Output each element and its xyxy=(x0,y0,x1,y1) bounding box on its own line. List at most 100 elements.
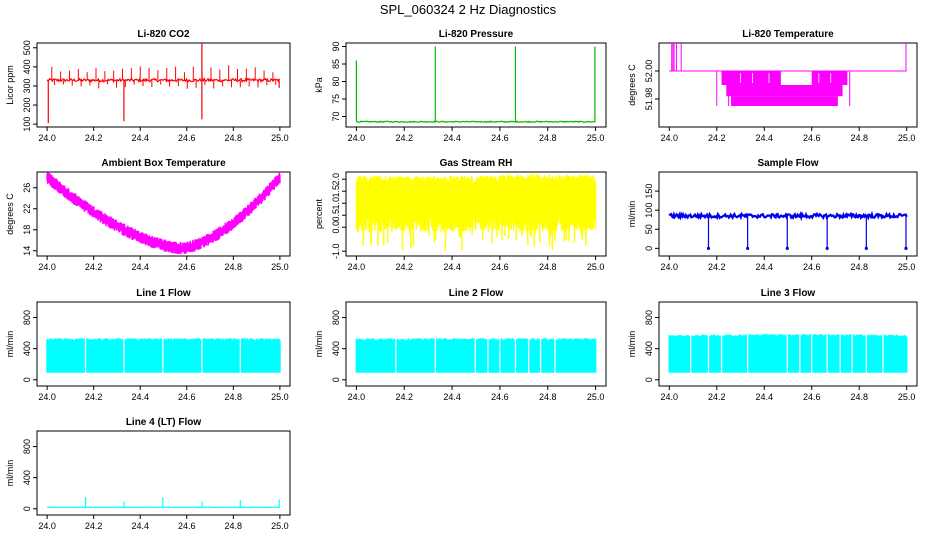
plot-frame xyxy=(345,171,607,257)
y-axis-label: kPa xyxy=(314,77,324,93)
chart-title: Li-820 CO2 xyxy=(137,29,190,40)
y-tick-label: 14 xyxy=(22,246,32,256)
x-tick-label: 24.0 xyxy=(38,392,56,402)
x-tick-label: 24.2 xyxy=(395,133,413,143)
y-tick-label: 18 xyxy=(22,225,32,235)
x-tick-label: 25.0 xyxy=(271,133,289,143)
chart-temperature: Li-820 Temperature 24.0 24.2 24.4 24.6 24.8 25… xyxy=(627,29,918,143)
x-tick-label: 25.0 xyxy=(271,521,289,531)
y-axis-label: ml/min xyxy=(627,201,637,228)
x-tick-label: 24.0 xyxy=(348,262,366,272)
x-tick-label: 25.0 xyxy=(271,392,289,402)
x-tick-label: 24.8 xyxy=(225,262,243,272)
series-band xyxy=(668,331,908,374)
chart-title: Line 1 Flow xyxy=(136,288,191,299)
x-tick-label: 24.8 xyxy=(539,133,557,143)
chart-ambient: Ambient Box Temperature 24.0 24.2 24.4 24.6 2… xyxy=(5,158,291,272)
x-tick-label: 24.4 xyxy=(755,133,773,143)
x-tick-label: 24.4 xyxy=(131,392,149,402)
y-tick-label: 1.0 xyxy=(331,197,341,210)
series-fill xyxy=(731,96,838,106)
x-tick-label: 24.6 xyxy=(178,262,196,272)
x-tick-label: 24.8 xyxy=(225,392,243,402)
y-tick-label: 0 xyxy=(331,377,341,382)
y-tick-label: 52.00 xyxy=(644,60,654,83)
x-tick-label: 24.2 xyxy=(708,392,726,402)
y-axis-label: Licor ppm xyxy=(5,65,15,105)
x-tick-label: 24.6 xyxy=(803,133,821,143)
x-tick-label: 24.0 xyxy=(348,392,366,402)
y-axis-label: degrees C xyxy=(5,193,15,235)
series-line xyxy=(46,172,281,255)
y-tick-label: 800 xyxy=(22,439,32,454)
x-tick-label: 24.6 xyxy=(178,392,196,402)
chart-co2: Li-820 CO2 24.0 24.2 24.4 24.6 24.8 25.0 100 200… xyxy=(5,29,291,143)
y-tick-label: 100 xyxy=(644,203,654,218)
chart-title: Ambient Box Temperature xyxy=(101,158,226,169)
chart-title: Li-820 Pressure xyxy=(439,29,514,40)
x-tick-label: 24.0 xyxy=(661,262,679,272)
series-point xyxy=(904,246,908,250)
y-axis-label: percent xyxy=(314,198,324,229)
y-tick-label: 300 xyxy=(22,78,32,93)
y-tick-label: 0 xyxy=(644,377,654,382)
y-tick-label: 80 xyxy=(331,76,341,86)
x-tick-label: 24.4 xyxy=(131,133,149,143)
series-fill xyxy=(811,71,848,85)
series-point xyxy=(864,246,868,250)
chart-title: Line 3 Flow xyxy=(761,288,816,299)
series-fill xyxy=(726,85,843,97)
series-band xyxy=(355,334,597,374)
x-tick-label: 24.0 xyxy=(38,262,56,272)
plot-frame xyxy=(36,42,291,128)
y-tick-label: 26 xyxy=(22,183,32,193)
y-tick-label: 400 xyxy=(22,341,32,356)
x-tick-label: 24.8 xyxy=(539,262,557,272)
x-tick-label: 24.2 xyxy=(708,262,726,272)
series-area xyxy=(355,338,597,373)
x-tick-label: 24.4 xyxy=(443,392,461,402)
y-tick-label: 90 xyxy=(331,41,341,51)
y-tick-label: 75 xyxy=(331,94,341,104)
y-axis-label: ml/min xyxy=(5,460,15,487)
x-tick-label: 24.8 xyxy=(225,133,243,143)
y-tick-label: 50 xyxy=(644,224,654,234)
y-tick-label: 800 xyxy=(331,310,341,325)
chart-title: Gas Stream RH xyxy=(440,158,513,169)
x-tick-label: 25.0 xyxy=(898,262,916,272)
y-tick-label: 85 xyxy=(331,59,341,69)
series-line xyxy=(356,120,596,124)
y-tick-label: 400 xyxy=(331,341,341,356)
plot-frame xyxy=(658,171,918,257)
y-tick-label: 70 xyxy=(331,111,341,121)
x-tick-label: 24.6 xyxy=(491,133,509,143)
y-tick-label: 400 xyxy=(22,59,32,74)
plot-frame xyxy=(36,171,291,257)
y-tick-label: 200 xyxy=(22,98,32,113)
y-tick-label: 1.5 xyxy=(331,185,341,198)
plot-frame xyxy=(658,42,918,128)
x-tick-label: 24.4 xyxy=(755,392,773,402)
x-tick-label: 24.2 xyxy=(395,392,413,402)
y-tick-label: 2.0 xyxy=(331,173,341,186)
x-tick-label: 24.8 xyxy=(850,392,868,402)
x-tick-label: 24.4 xyxy=(755,262,773,272)
chart-line1: Line 1 Flow 24.0 24.2 24.4 24.6 24.8 25.0 0 400 8… xyxy=(5,288,291,402)
x-tick-label: 24.8 xyxy=(850,262,868,272)
series-line xyxy=(46,77,280,84)
y-tick-label: 0.5 xyxy=(331,209,341,222)
x-tick-label: 25.0 xyxy=(271,262,289,272)
plot-frame xyxy=(658,301,918,387)
y-tick-label: 0 xyxy=(644,246,654,251)
x-tick-label: 24.0 xyxy=(348,133,366,143)
x-tick-label: 25.0 xyxy=(898,133,916,143)
x-tick-label: 24.2 xyxy=(395,262,413,272)
y-tick-label: 0 xyxy=(22,506,32,511)
y-tick-label: 500 xyxy=(22,40,32,55)
x-tick-label: 24.8 xyxy=(850,133,868,143)
series-point xyxy=(785,246,789,250)
series-line xyxy=(668,210,908,222)
y-axis-label: degrees C xyxy=(627,64,637,106)
chart-line2: Line 2 Flow 24.0 24.2 24.4 24.6 24.8 25.0 0 400 8… xyxy=(314,288,607,402)
